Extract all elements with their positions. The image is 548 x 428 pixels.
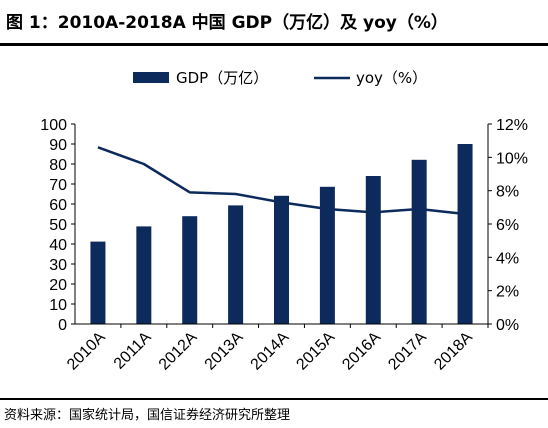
left-tick-label: 100: [40, 117, 67, 134]
gdp-bar-2012A: [182, 216, 198, 324]
left-tick-label: 10: [49, 297, 67, 314]
chart-legend: GDP（万亿） yoy（%）: [133, 69, 427, 87]
figure-title: 图 1：2010A-2018A 中国 GDP（万亿）及 yoy（%）: [6, 13, 448, 33]
title-bar: 图 1：2010A-2018A 中国 GDP（万亿）及 yoy（%）: [0, 0, 548, 40]
left-tick-label: 70: [49, 177, 67, 194]
left-tick-label: 0: [58, 317, 67, 334]
x-tick-label: 2011A: [111, 329, 155, 373]
gdp-bar-2015A: [319, 186, 335, 324]
right-tick-label: 0%: [496, 317, 519, 334]
legend-yoy-label: yoy（%）: [356, 69, 427, 87]
left-tick-label: 50: [49, 217, 67, 234]
source-rule: [0, 398, 548, 400]
gdp-bar-2011A: [136, 226, 152, 324]
left-tick-label: 60: [49, 197, 67, 214]
x-tick-label: 2017A: [385, 329, 430, 374]
gdp-bars: [90, 144, 473, 324]
x-tick-label: 2010A: [64, 329, 109, 374]
x-tick-label: 2013A: [202, 329, 247, 374]
x-tick-label: 2015A: [293, 329, 338, 374]
left-tick-label: 40: [49, 237, 67, 254]
left-tick-label: 30: [49, 257, 67, 274]
gdp-bar-2016A: [365, 176, 381, 324]
gdp-bar-2013A: [228, 205, 244, 324]
x-tick-label: 2016A: [339, 329, 384, 374]
left-tick-label: 20: [49, 277, 67, 294]
x-tick-label: 2018A: [431, 329, 476, 374]
right-tick-label: 4%: [496, 250, 519, 267]
source-note: 资料来源：国家统计局，国信证券经济研究所整理: [4, 408, 291, 423]
yoy-line: [97, 146, 466, 216]
right-tick-label: 8%: [496, 184, 519, 201]
gdp-bar-2017A: [411, 159, 427, 324]
left-tick-label: 80: [49, 157, 67, 174]
gdp-yoy-chart: GDP（万亿） yoy（%） 0 10 20 30 40 50 60 70 80 90 100 0% 2%…: [40, 69, 528, 374]
right-tick-label: 6%: [496, 217, 519, 234]
title-rule: [0, 43, 548, 46]
gdp-bar-2010A: [90, 241, 106, 324]
left-tick-label: 90: [49, 137, 67, 154]
right-tick-label: 2%: [496, 284, 519, 301]
legend-gdp-swatch: [133, 72, 169, 83]
x-tick-label: 2012A: [156, 329, 201, 374]
gdp-bar-2014A: [274, 195, 289, 324]
gdp-bar-2018A: [457, 144, 473, 324]
right-tick-label: 10%: [496, 150, 528, 167]
legend-gdp-label: GDP（万亿）: [176, 69, 268, 87]
right-tick-label: 12%: [496, 117, 528, 134]
x-tick-label: 2014A: [248, 329, 293, 374]
